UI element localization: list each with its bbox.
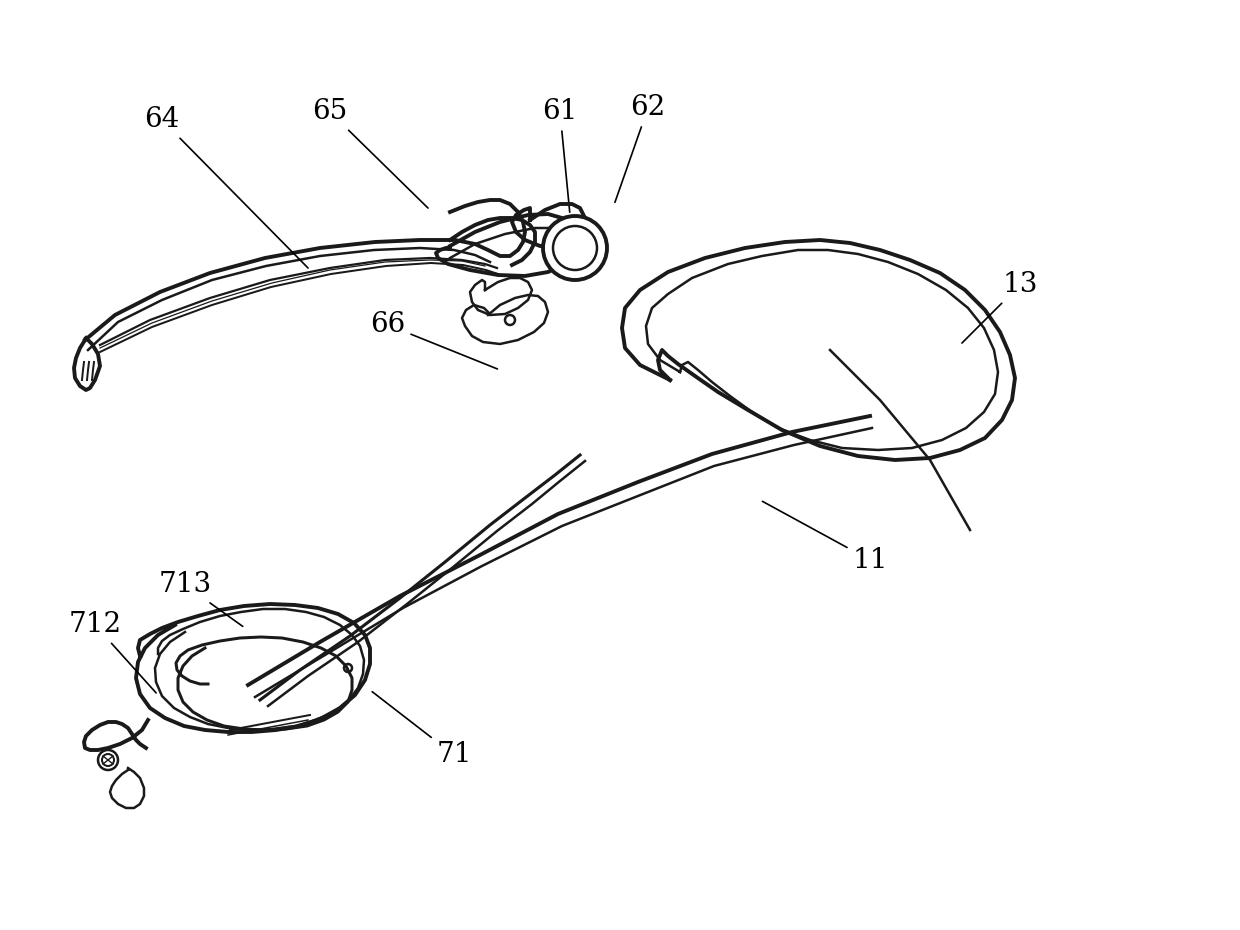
Circle shape [543,216,608,280]
Text: 71: 71 [372,692,471,768]
Text: 11: 11 [763,501,888,574]
Text: 712: 712 [68,612,156,693]
Text: 64: 64 [144,107,308,268]
Text: 66: 66 [371,312,497,369]
Text: 65: 65 [312,99,428,208]
Circle shape [102,754,114,766]
Circle shape [553,226,596,270]
Circle shape [98,750,118,770]
Text: 13: 13 [962,272,1038,343]
Text: 61: 61 [542,99,578,212]
Text: 713: 713 [159,572,243,627]
Circle shape [505,315,515,325]
Text: 62: 62 [615,95,666,203]
